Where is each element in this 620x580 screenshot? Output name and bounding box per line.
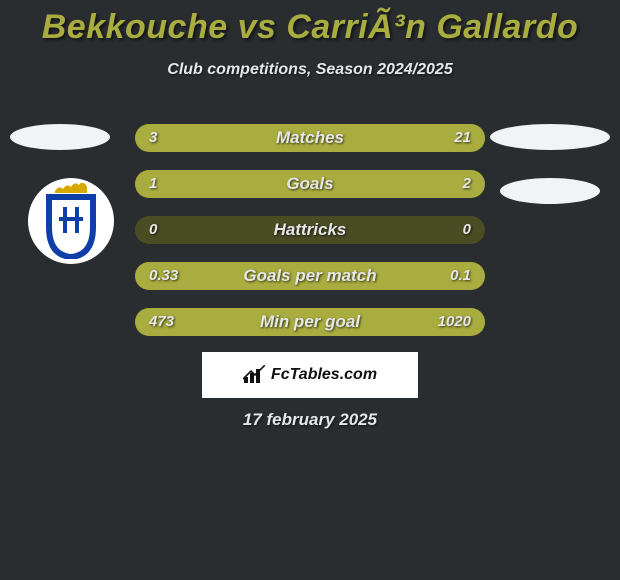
page-title: Bekkouche vs CarriÃ³n Gallardo <box>0 0 620 47</box>
shield-icon <box>41 183 101 259</box>
stat-label: Min per goal <box>135 308 485 336</box>
stat-label: Matches <box>135 124 485 152</box>
player-pill-placeholder-0 <box>10 124 110 150</box>
stat-row: 00Hattricks <box>135 216 485 244</box>
subtitle: Club competitions, Season 2024/2025 <box>0 61 620 79</box>
brand-box: FcTables.com <box>202 352 418 398</box>
stat-row: 321Matches <box>135 124 485 152</box>
stat-label: Hattricks <box>135 216 485 244</box>
date-text: 17 february 2025 <box>0 410 620 430</box>
club-crest-left <box>28 178 114 264</box>
stat-row: 4731020Min per goal <box>135 308 485 336</box>
player-pill-placeholder-2 <box>500 178 600 204</box>
stat-row: 12Goals <box>135 170 485 198</box>
brand-text: FcTables.com <box>271 366 377 384</box>
stat-label: Goals <box>135 170 485 198</box>
stats-panel: 321Matches 12Goals 00Hattricks 0.330.1Goals… <box>135 124 485 354</box>
player-pill-placeholder-1 <box>490 124 610 150</box>
stat-row: 0.330.1Goals per match <box>135 262 485 290</box>
bar-chart-icon <box>243 365 265 385</box>
stat-label: Goals per match <box>135 262 485 290</box>
